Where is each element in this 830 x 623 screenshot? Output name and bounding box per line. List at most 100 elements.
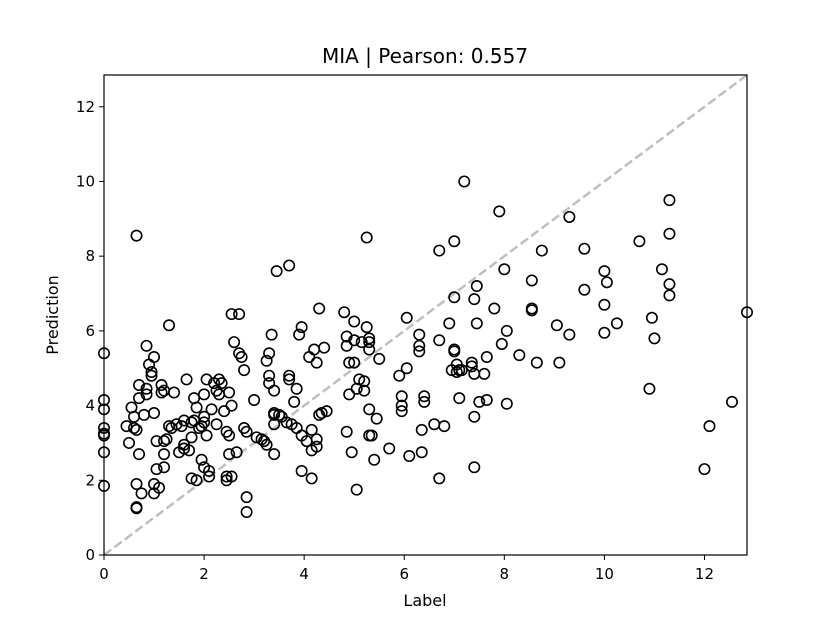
data-point [155, 379, 168, 392]
x-tick-label: 10 [595, 565, 614, 583]
data-point [190, 401, 203, 414]
data-point [358, 384, 371, 397]
data-point [138, 408, 151, 421]
data-point [133, 392, 146, 405]
data-point [140, 339, 153, 352]
data-point [363, 332, 376, 345]
data-point [340, 339, 353, 352]
data-point [168, 386, 181, 399]
data-point [493, 205, 506, 218]
data-point [228, 336, 241, 349]
y-tick-label: 2 [85, 471, 95, 489]
data-point [600, 276, 613, 289]
data-point [130, 229, 143, 242]
data-point [340, 425, 353, 438]
plot-frame [103, 74, 748, 556]
data-point [458, 175, 471, 188]
data-point [530, 356, 543, 369]
data-point [195, 453, 208, 466]
data-point [150, 463, 163, 476]
data-point [433, 244, 446, 257]
data-point [578, 242, 591, 255]
data-point [140, 388, 153, 401]
data-point [598, 265, 611, 278]
data-point [310, 356, 323, 369]
data-point [343, 356, 356, 369]
data-point [418, 395, 431, 408]
data-point [563, 328, 576, 341]
data-point [293, 328, 306, 341]
data-point [480, 351, 493, 364]
data-point [698, 463, 711, 476]
data-point [373, 352, 386, 365]
data-point [393, 369, 406, 382]
data-point [280, 416, 293, 429]
data-point [350, 483, 363, 496]
data-point [318, 341, 331, 354]
data-point [415, 423, 428, 436]
data-point [153, 481, 166, 494]
y-tick-label: 6 [85, 322, 95, 340]
data-point [140, 382, 153, 395]
data-point [295, 464, 308, 477]
data-point [498, 263, 511, 276]
data-point [123, 436, 136, 449]
data-point [535, 244, 548, 257]
data-points [98, 175, 753, 519]
data-point [320, 405, 333, 418]
data-point [235, 351, 248, 364]
data-point [223, 448, 236, 461]
data-point [295, 321, 308, 334]
data-point [478, 367, 491, 380]
data-point [348, 356, 361, 369]
data-point [240, 491, 253, 504]
x-tick-label: 4 [299, 565, 309, 583]
data-point [148, 351, 161, 364]
data-point [438, 420, 451, 433]
data-point [163, 319, 176, 332]
data-point [448, 291, 461, 304]
data-point [663, 289, 676, 302]
data-point [358, 375, 371, 388]
data-point [163, 420, 176, 433]
data-point [525, 274, 538, 287]
data-point [598, 326, 611, 339]
data-point [465, 356, 478, 369]
data-point [180, 373, 193, 386]
data-point [223, 386, 236, 399]
y-axis-label: Prediction [43, 275, 62, 354]
data-point [365, 429, 378, 442]
data-point [348, 315, 361, 328]
data-point [210, 418, 223, 431]
data-point [663, 194, 676, 207]
x-tick-label: 6 [399, 565, 409, 583]
data-point [360, 231, 373, 244]
data-point [160, 433, 173, 446]
data-point [655, 263, 668, 276]
data-point [290, 382, 303, 395]
data-point [395, 405, 408, 418]
data-point [310, 433, 323, 446]
data-point [633, 235, 646, 248]
data-point [260, 438, 273, 451]
data-point [270, 265, 283, 278]
data-point [128, 410, 141, 423]
data-point [308, 343, 321, 356]
data-point [268, 418, 281, 431]
data-point [263, 369, 276, 382]
data-point [395, 399, 408, 412]
data-point [345, 446, 358, 459]
data-point [353, 373, 366, 386]
data-point [268, 384, 281, 397]
data-point [433, 334, 446, 347]
data-point [155, 386, 168, 399]
data-point [238, 364, 251, 377]
data-point [450, 365, 463, 378]
data-point [283, 259, 296, 272]
data-point [170, 418, 183, 431]
data-point [413, 328, 426, 341]
data-point [220, 470, 233, 483]
data-point [223, 429, 236, 442]
data-point [598, 298, 611, 311]
data-point [470, 280, 483, 293]
